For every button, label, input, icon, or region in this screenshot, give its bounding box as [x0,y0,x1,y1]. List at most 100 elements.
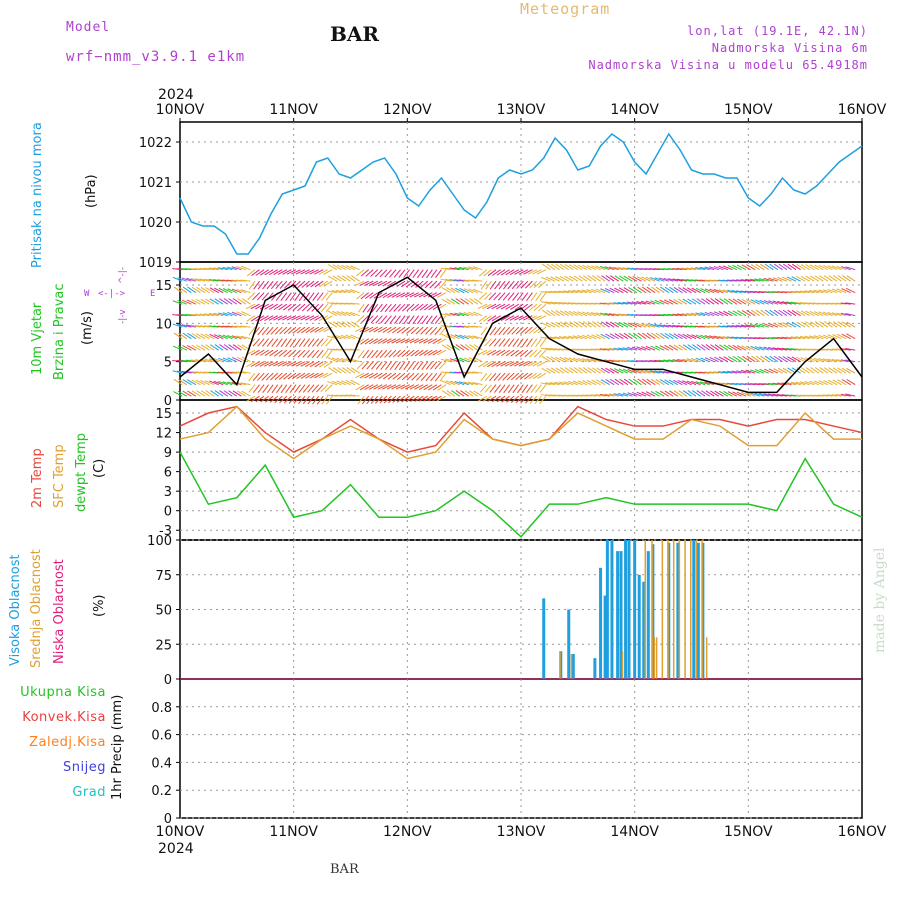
wind-barb [708,371,719,374]
temperature-ytick-label: 6 [164,466,172,481]
wind-barb [618,368,629,374]
wind-barb [489,338,497,347]
wind-barb [510,303,519,310]
wind-barb [428,303,438,311]
wind-barb [608,393,619,397]
wind-barb [604,393,615,397]
wind-barb [549,290,560,294]
wind-barb [196,286,206,294]
wind-barb [469,298,479,305]
wind-barb [395,338,406,344]
wind-barb [436,292,447,298]
wind-barb [813,357,824,363]
wind-barb [438,280,447,289]
wind-barb [309,269,319,275]
wind-barb [370,269,379,277]
wind-barb [437,338,447,345]
wind-barb [690,358,701,363]
wind-barb [251,269,260,277]
wind-barb [524,303,533,311]
wind-barb [181,277,192,282]
wind-barb [445,358,456,363]
wind-barb [336,289,347,294]
temperature-ytick-label: 15 [155,407,172,422]
wind-barb [632,286,642,294]
wind-barb [510,372,520,381]
wind-barb [331,380,342,386]
wind-barb [649,323,660,328]
wind-barb [627,275,638,282]
wind-barb [187,332,197,340]
wind-barb [699,266,710,271]
wind-barb [722,279,733,282]
wind-barb [673,344,683,351]
wind-barb [813,335,824,340]
wind-barb [582,321,592,328]
wind-barb [324,384,333,392]
wind-barb [325,338,333,347]
wind-barb [264,395,274,403]
wind-barb [764,263,774,271]
wind-barb [704,371,715,374]
wind-barb [482,315,492,322]
wind-barb [385,361,392,370]
cloud-ytick-label: 0 [164,673,172,688]
wind-barb [667,324,678,328]
wind-barb [440,358,451,363]
wind-barb [636,346,647,351]
wind-barb [346,367,356,374]
wind-barb [819,275,829,282]
wind-barb [695,334,706,340]
wind-barb [667,313,678,317]
wind-barb [240,279,251,282]
wind-barb [483,269,492,277]
wind-barb [586,348,597,351]
cloud-bar [571,653,575,679]
wind-barb [510,395,520,404]
wind-barb [695,357,706,363]
wind-barb [604,348,615,351]
wind-barb [777,347,788,351]
wind-barb [673,333,683,340]
wind-barb [287,372,297,380]
wind-barb [818,264,829,271]
wind-barb [227,311,237,317]
wind-barb [699,381,710,386]
wind-barb [275,280,283,290]
wind-barb [840,348,851,351]
wind-barb [745,278,756,282]
wind-barb [740,324,751,328]
wind-barb [250,361,260,368]
wind-barb [178,286,188,294]
wind-barb [250,349,260,356]
wind-barb [550,321,560,328]
wind-barb [231,288,242,294]
wind-barb [754,369,765,374]
wind-barb [745,345,756,351]
wind-barb [699,371,710,374]
wind-barb [326,302,337,305]
wind-barb [191,390,201,397]
wind-barb [568,335,578,340]
wind-barb [226,371,237,374]
wind-barb [759,346,769,351]
wind-barb [236,311,247,317]
wind-barb [264,303,274,310]
wind-barb [464,344,474,351]
wind-barb [318,372,328,379]
wind-barb [412,269,420,279]
wind-barb [622,313,633,317]
wind-barb [692,390,701,397]
wind-barb [359,280,369,286]
wind-barb [441,344,451,351]
wind-barb [289,384,297,394]
wind-barb [827,358,838,363]
wind-barb [591,379,601,386]
wind-barb [677,333,688,340]
wind-barb [754,323,765,328]
wind-barb [518,269,529,275]
wind-barb [708,325,719,328]
wind-barb [208,267,219,271]
wind-barb [178,332,188,340]
wind-barb [377,280,388,287]
